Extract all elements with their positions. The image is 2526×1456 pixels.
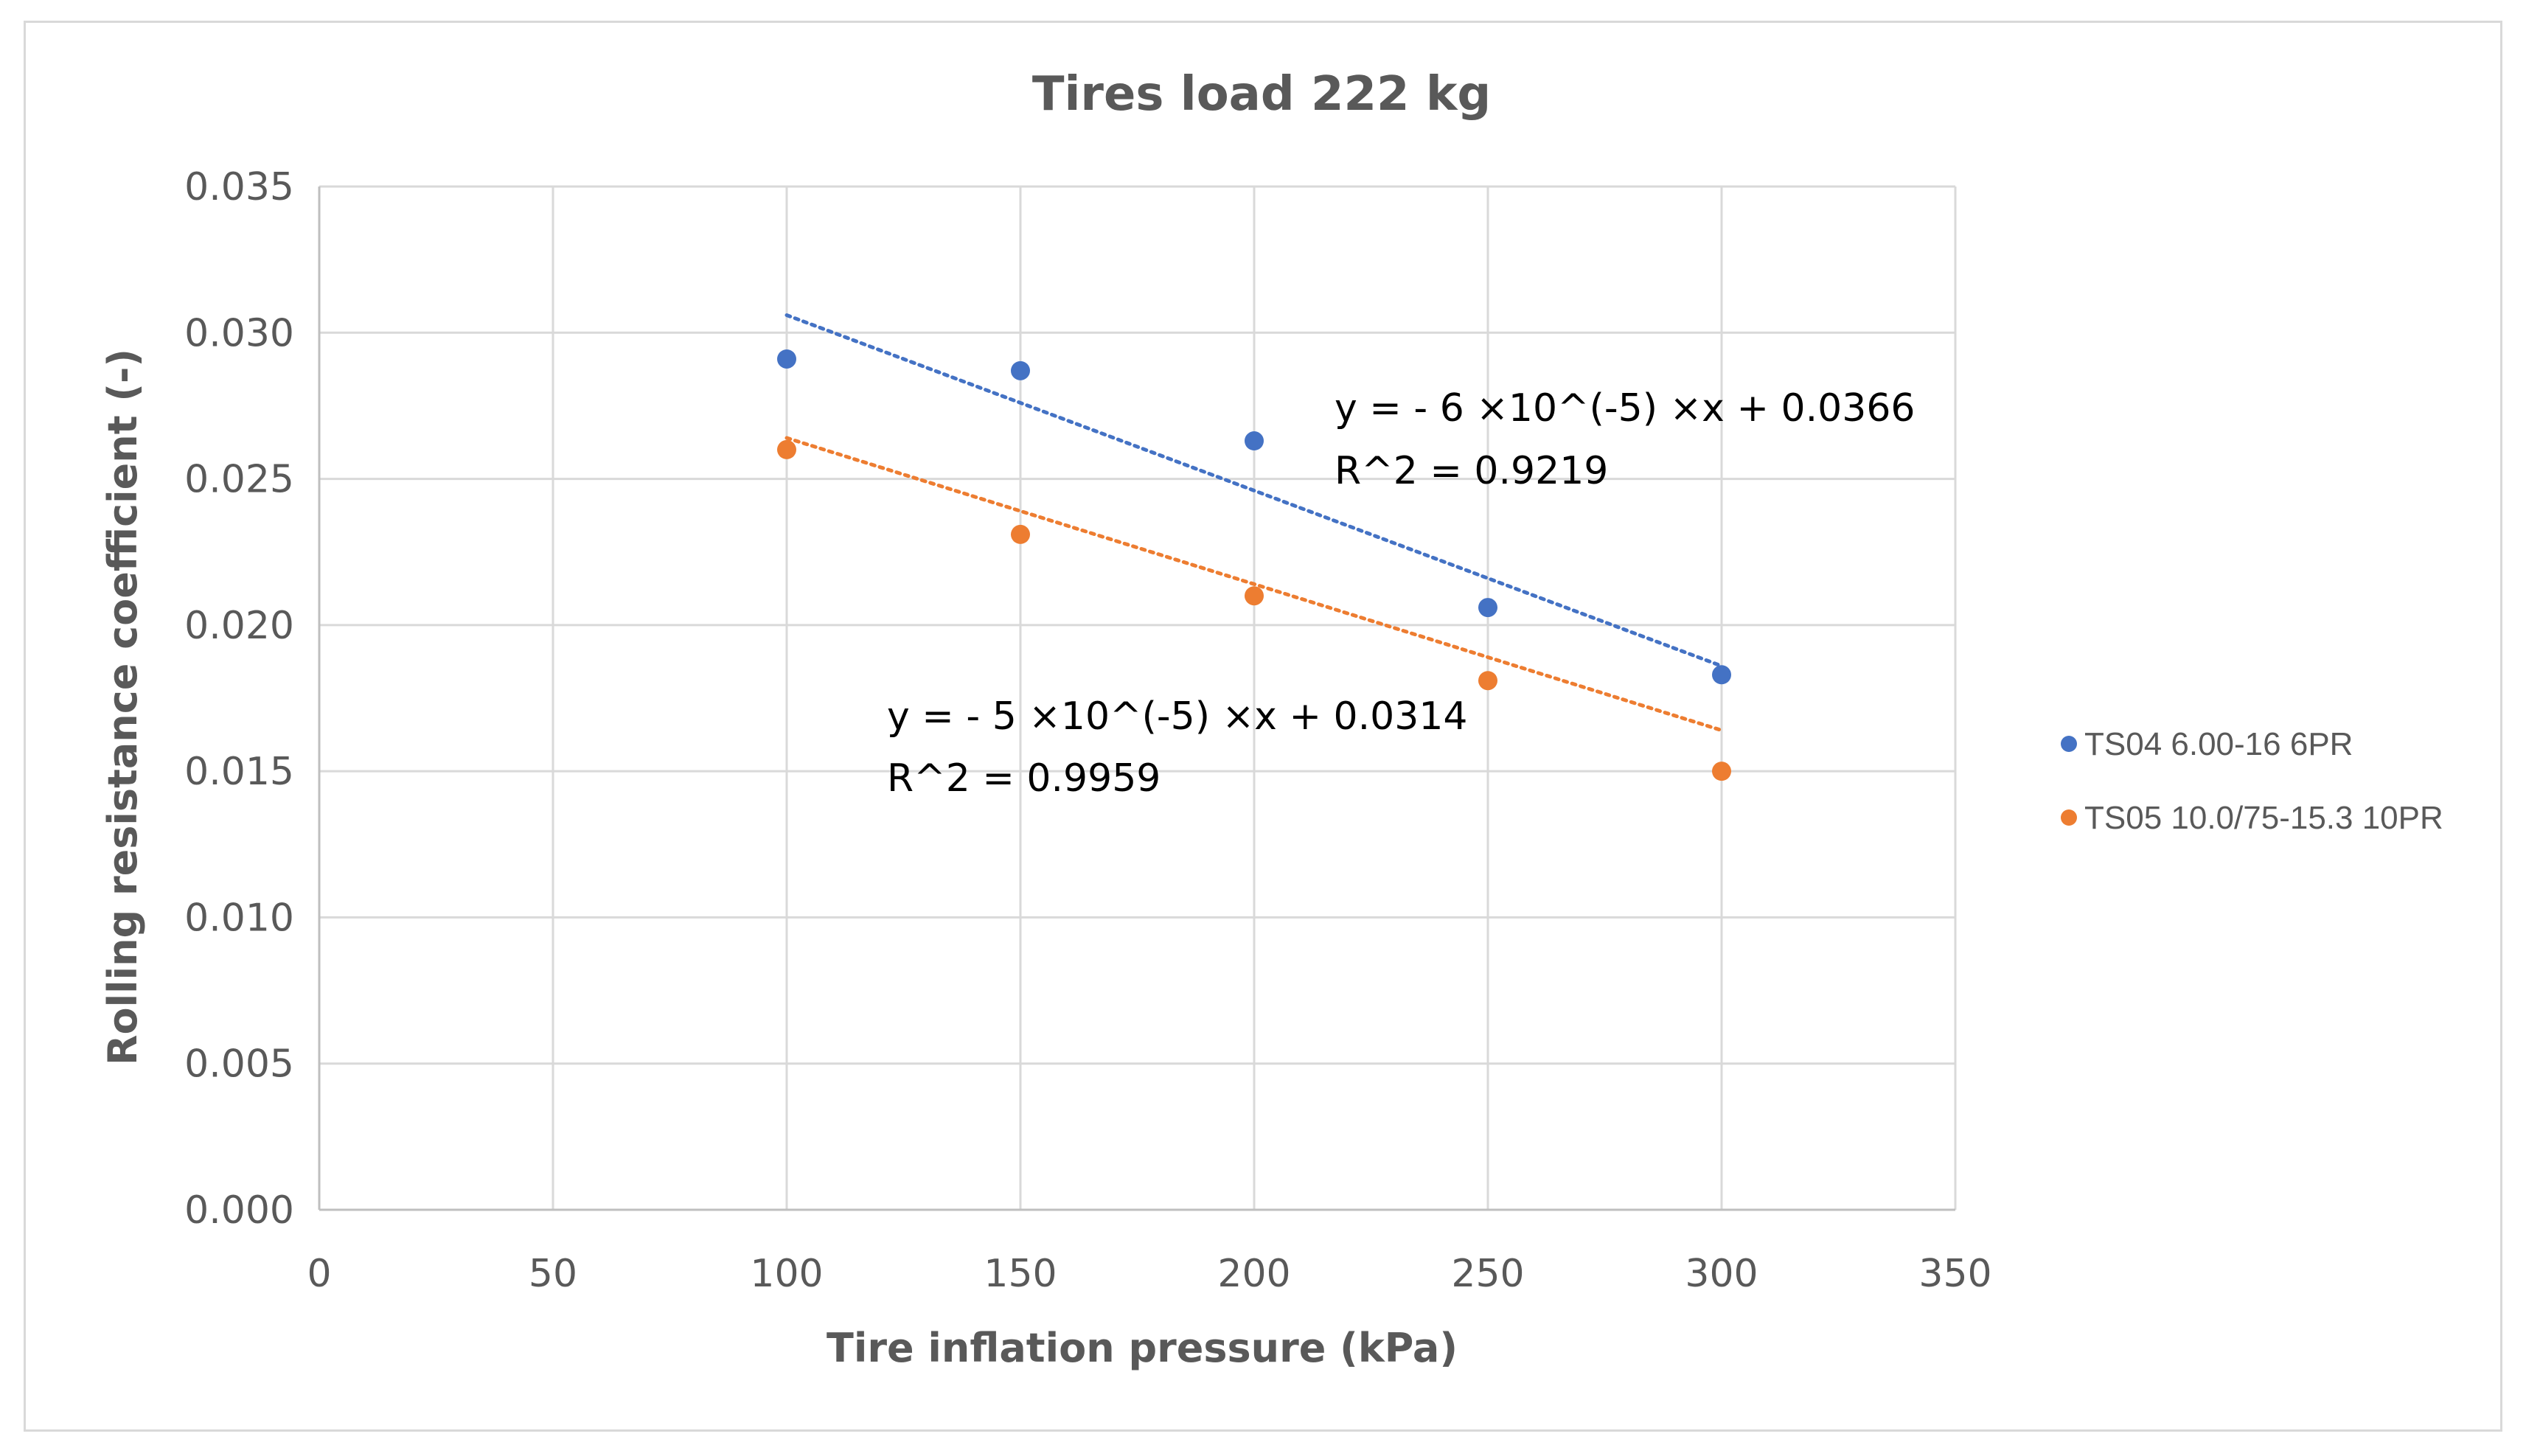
data-point-series-0 — [1245, 431, 1264, 451]
y-tick-label: 0.025 — [184, 458, 294, 502]
data-point-series-1 — [1245, 586, 1264, 606]
y-tick-label: 0.015 — [184, 750, 294, 794]
data-point-series-0 — [1478, 598, 1497, 618]
x-tick-label: 200 — [1217, 1252, 1290, 1296]
y-tick-label: 0.000 — [184, 1188, 294, 1233]
x-tick-label: 250 — [1451, 1252, 1524, 1296]
legend: TS04 6.00-16 6PR TS05 10.0/75-15.3 10PR — [2061, 726, 2443, 836]
y-tick-label: 0.020 — [184, 604, 294, 648]
legend-label-ts05: TS05 10.0/75-15.3 10PR — [2084, 800, 2443, 836]
y-axis-title: Rolling resistance coefficient (-) — [100, 349, 146, 1065]
trendline-equation-ts04: y = - 6 ×10^(-5) ×x + 0.0366 — [1335, 386, 1916, 431]
data-point-series-1 — [1478, 671, 1497, 691]
data-point-series-1 — [1011, 524, 1030, 544]
grid-layer — [319, 185, 1957, 1210]
y-tick-label: 0.005 — [184, 1042, 294, 1087]
x-tick-label: 350 — [1918, 1252, 1991, 1296]
x-tick-label: 150 — [984, 1252, 1057, 1296]
x-tick-label: 300 — [1685, 1252, 1758, 1296]
legend-label-ts04: TS04 6.00-16 6PR — [2084, 726, 2353, 762]
chart-frame: Tires load 222 kg 0 50 100 150 200 250 300 350 … — [24, 21, 2502, 1432]
x-tick-labels: 0 50 100 150 200 250 300 350 — [307, 1252, 1991, 1296]
x-axis-title: Tire inflation pressure (kPa) — [827, 1325, 1458, 1371]
legend-marker-ts05 — [2061, 809, 2077, 826]
x-tick-label: 0 — [307, 1252, 331, 1296]
data-points — [777, 349, 1731, 781]
data-point-series-0 — [777, 349, 796, 369]
y-tick-labels: 0.000 0.005 0.010 0.015 0.020 0.025 0.030 0.035 — [184, 165, 294, 1233]
y-tick-label: 0.035 — [184, 165, 294, 209]
data-point-series-0 — [1712, 665, 1731, 685]
x-tick-label: 50 — [529, 1252, 577, 1296]
trendlines — [784, 313, 1724, 733]
data-point-series-1 — [777, 439, 796, 459]
data-point-series-1 — [1712, 762, 1731, 781]
data-point-series-0 — [1011, 360, 1030, 380]
chart-title: Tires load 222 kg — [1032, 67, 1491, 122]
trendline-r2-ts05: R^2 = 0.9959 — [887, 756, 1161, 801]
x-tick-label: 100 — [750, 1252, 823, 1296]
chart-svg: Tires load 222 kg 0 50 100 150 200 250 300 350 … — [100, 67, 2443, 1371]
trendline-series-1 — [784, 436, 1724, 733]
trendline-r2-ts04: R^2 = 0.9219 — [1335, 449, 1608, 493]
trendline-equation-ts05: y = - 5 ×10^(-5) ×x + 0.0314 — [887, 694, 1468, 739]
trendline-series-0 — [784, 313, 1724, 668]
legend-marker-ts04 — [2061, 736, 2077, 752]
axis-layer — [318, 187, 1955, 1211]
y-tick-label: 0.010 — [184, 896, 294, 940]
y-tick-label: 0.030 — [184, 311, 294, 355]
